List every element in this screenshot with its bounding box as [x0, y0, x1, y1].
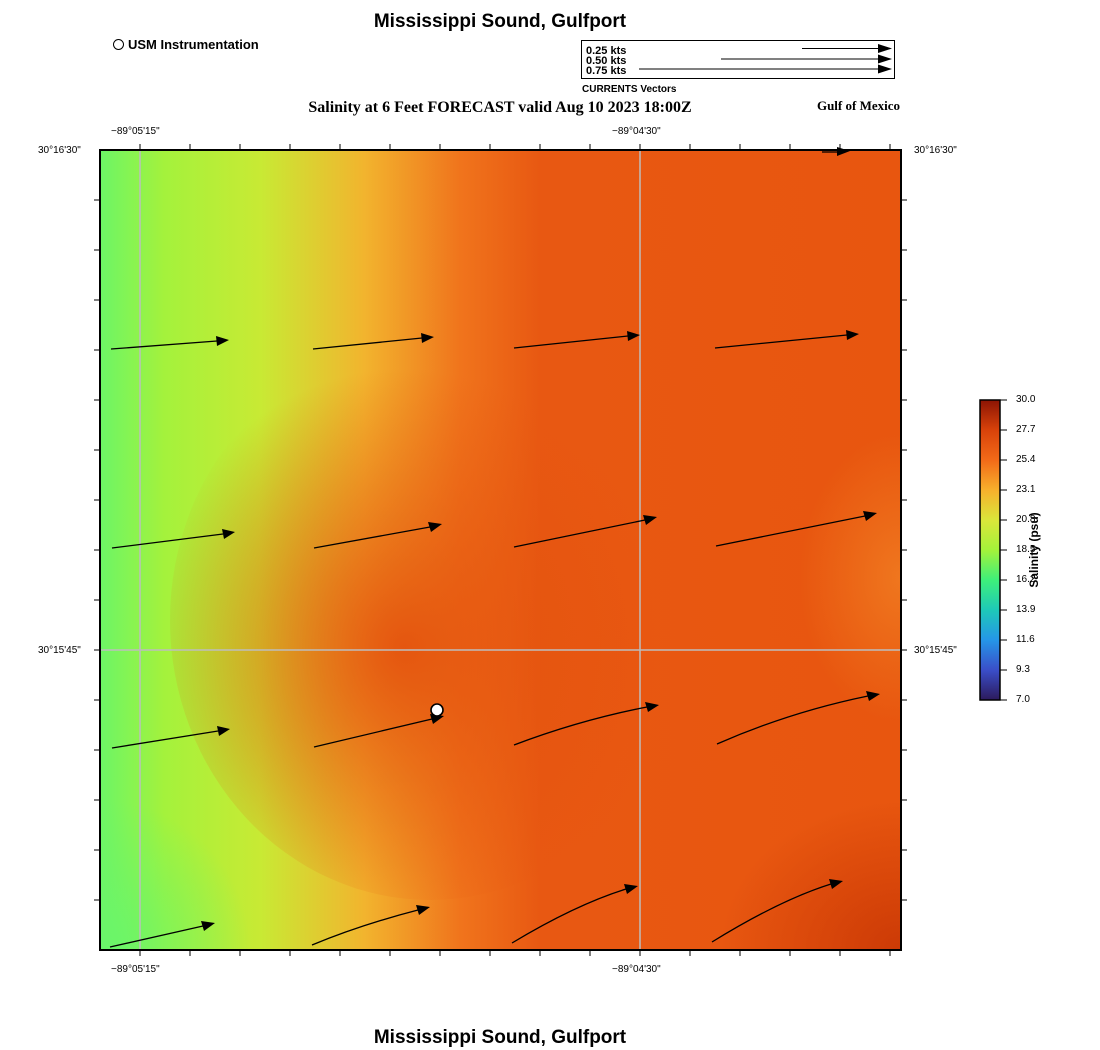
x-tick-label-top-2: −89°04'30": [612, 126, 661, 137]
region-label: Gulf of Mexico: [816, 98, 900, 113]
current-vector: [715, 515, 866, 547]
map-title: Mississippi Sound, Gulfport: [373, 11, 627, 32]
current-vector: [109, 925, 204, 948]
station-legend: USM Instrumentation: [113, 37, 259, 52]
vector-legend-label-075: 0.75 kts: [586, 65, 627, 77]
current-vector: [716, 695, 869, 745]
current-vector: [513, 335, 629, 349]
station-legend-label: USM Instrumentation: [128, 37, 259, 52]
current-vectors: [109, 151, 869, 948]
colorbar-ticks: [1000, 399, 1007, 701]
colorbar-tick-label: 30.0: [1016, 394, 1036, 405]
colorbar-title: Salinity (psu): [1027, 512, 1041, 588]
vector-legend-arrows: [639, 44, 893, 74]
current-vector: [714, 334, 848, 349]
colorbar-tick-label: 25.4: [1016, 454, 1036, 465]
vector-legend-label-050: 0.50 kts: [586, 55, 627, 67]
colorbar-tick-label: 16.2: [1016, 574, 1036, 585]
current-vector: [513, 519, 646, 548]
current-vector: [711, 883, 832, 943]
current-vector: [313, 718, 433, 748]
current-vector: [513, 706, 648, 746]
y-tick-label-left-2: 30°15'45": [38, 645, 81, 656]
colorbar: [979, 399, 1001, 701]
station-marker-icon: [113, 39, 124, 50]
colorbar-tick-label: 20.8: [1016, 514, 1036, 525]
colorbar-tick-label: 7.0: [1016, 694, 1030, 705]
colorbar-tick-label: 9.3: [1016, 664, 1030, 675]
graticule: [100, 150, 901, 950]
current-vector: [313, 526, 431, 549]
colorbar-tick-label: 18.5: [1016, 544, 1036, 555]
y-tick-label-right-1: 30°16'30": [914, 145, 957, 156]
colorbar-tick-label: 13.9: [1016, 604, 1036, 615]
forecast-subtitle: Salinity at 6 Feet FORECAST valid Aug 10…: [308, 99, 692, 116]
current-vector-heads: [201, 147, 880, 931]
map-ticks: [94, 144, 907, 956]
x-tick-label-bottom-1: −89°05'15": [111, 964, 160, 975]
current-vector: [111, 533, 224, 549]
vector-legend: 0.25 kts 0.50 kts 0.75 kts: [581, 40, 895, 79]
salinity-field: [100, 150, 901, 950]
footer-title: Mississippi Sound, Gulfport: [373, 1027, 627, 1048]
y-tick-label-left-1: 30°16'30": [38, 145, 81, 156]
current-vector: [312, 337, 423, 350]
x-tick-label-top-1: −89°05'15": [111, 126, 160, 137]
y-tick-label-right-2: 30°15'45": [914, 645, 957, 656]
current-vector: [311, 909, 419, 946]
colorbar-tick-label: 23.1: [1016, 484, 1036, 495]
vector-legend-label-025: 0.25 kts: [586, 45, 627, 57]
current-vector: [110, 340, 218, 350]
colorbar-tick-label: 27.7: [1016, 424, 1036, 435]
colorbar-tick-label: 11.6: [1016, 634, 1035, 645]
usm-station-marker[interactable]: [430, 703, 444, 717]
current-vector: [511, 888, 627, 944]
x-tick-label-bottom-2: −89°04'30": [612, 964, 661, 975]
vector-legend-caption: CURRENTS Vectors: [582, 84, 677, 95]
current-vector: [111, 730, 219, 749]
